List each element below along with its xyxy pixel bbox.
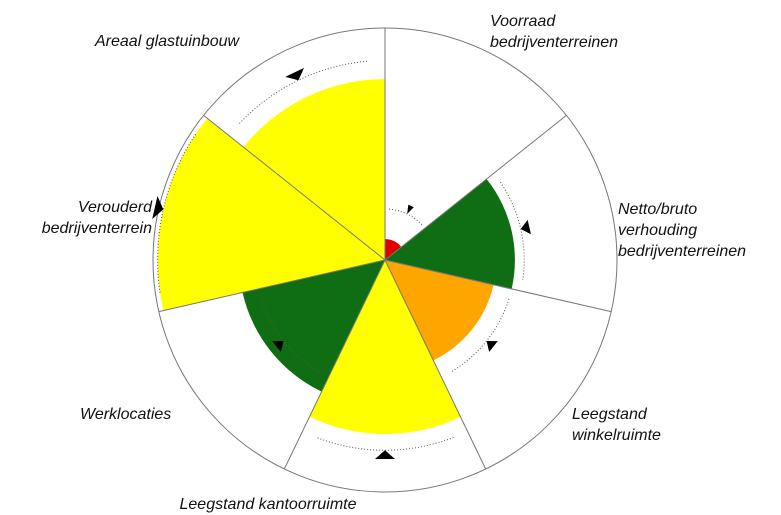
reference-arrow	[375, 450, 395, 459]
reference-arrow	[486, 341, 498, 352]
reference-arrow	[152, 195, 164, 219]
sector	[309, 260, 461, 434]
reference-arrow	[285, 67, 305, 81]
reference-marker	[316, 436, 454, 459]
category-label: Leegstand	[572, 406, 648, 423]
category-label: Areaal glastuinbouw	[94, 33, 241, 50]
category-label: Voorraad	[490, 13, 556, 30]
spoke	[283, 259, 386, 470]
reference-marker	[260, 298, 320, 373]
category-label: winkelruimte	[572, 427, 661, 444]
reference-arc	[316, 436, 454, 451]
reference-marker	[239, 60, 370, 124]
category-label: verhouding	[618, 222, 697, 239]
reference-arrow	[407, 204, 414, 215]
spoke	[384, 114, 567, 261]
reference-marker	[389, 204, 423, 226]
reference-arrow	[272, 341, 284, 352]
category-label: Verouderd	[78, 199, 153, 216]
reference-arc	[500, 181, 525, 281]
reference-marker	[450, 298, 510, 373]
reference-arc	[157, 132, 197, 293]
category-label: Werklocaties	[80, 406, 171, 423]
sector	[385, 260, 494, 361]
reference-arc	[389, 208, 423, 226]
sector	[157, 118, 385, 311]
reference-marker	[500, 181, 531, 281]
spoke	[203, 114, 386, 261]
spoke	[384, 259, 612, 313]
spoke	[384, 259, 487, 470]
category-label: bedrijventerrein	[42, 220, 152, 237]
sector	[243, 79, 385, 260]
category-label: bedrijventerreinen	[490, 34, 618, 51]
sector	[242, 260, 385, 392]
reference-marker	[152, 132, 197, 293]
reference-arrow	[520, 219, 531, 235]
category-label: bedrijventerreinen	[618, 243, 746, 260]
category-label: Leegstand kantoorruimte	[180, 496, 357, 513]
spoke	[158, 259, 386, 313]
sector	[385, 239, 402, 260]
category-label: Netto/bruto	[618, 201, 697, 218]
sector	[385, 178, 515, 289]
